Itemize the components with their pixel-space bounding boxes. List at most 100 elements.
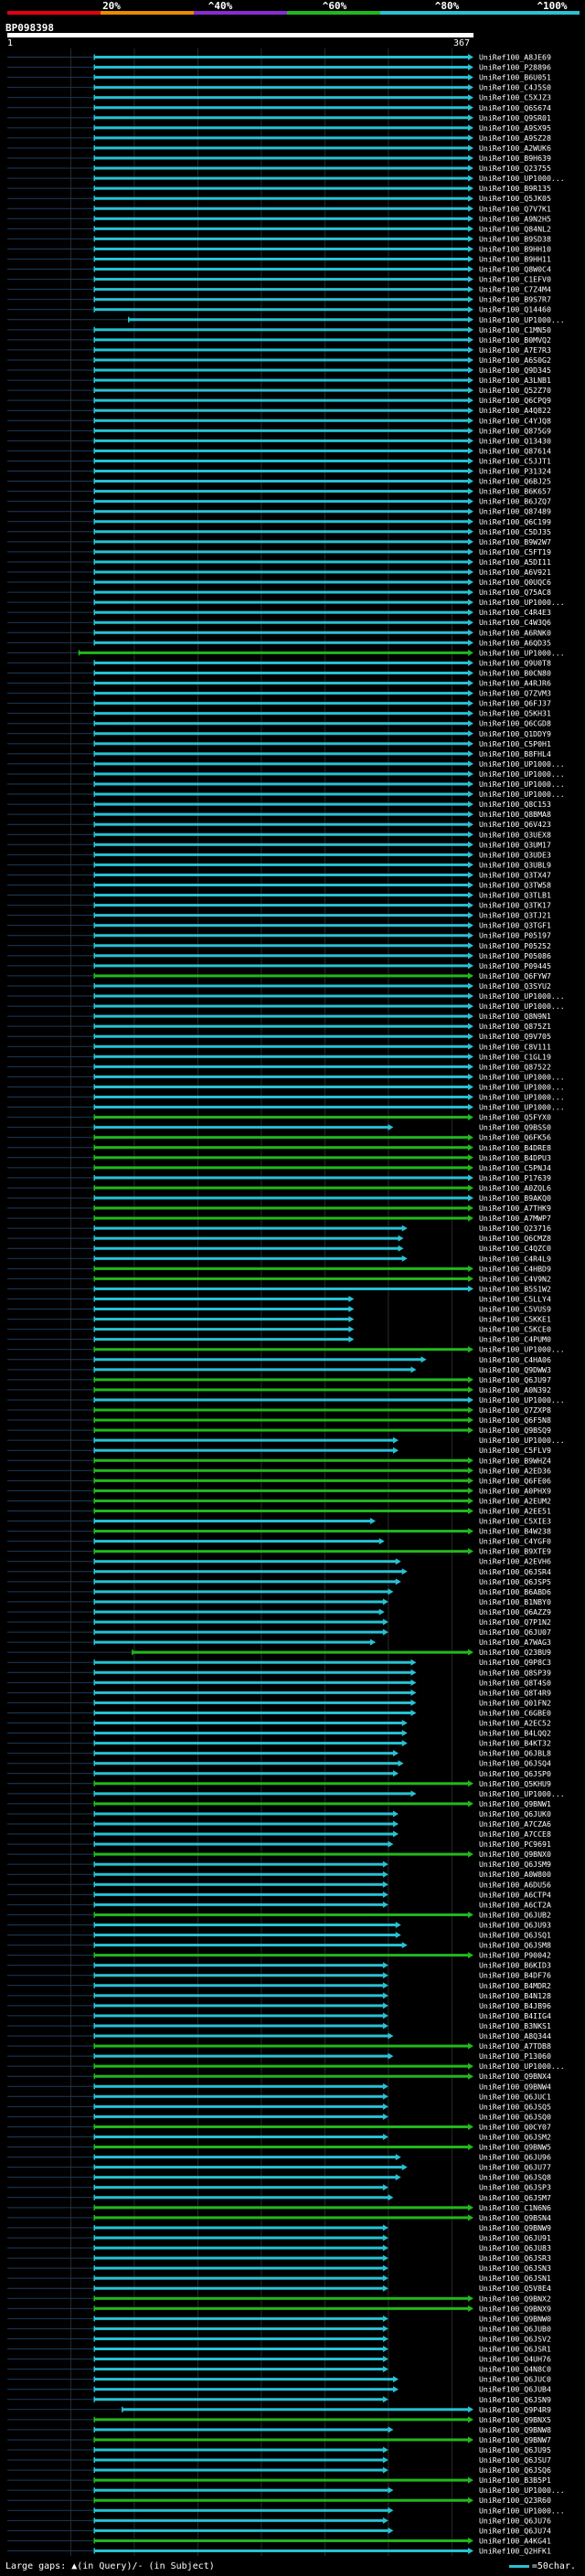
hit-bar[interactable] [93,2478,469,2482]
hit-label[interactable]: UniRef100_Q8C153 [479,800,551,809]
hit-label[interactable]: UniRef100_Q7V7K1 [479,204,551,213]
hit-label[interactable]: UniRef100_Q23R60 [479,2496,551,2505]
hit-label[interactable]: UniRef100_Q6JSQ8 [479,2173,551,2182]
hit-bar[interactable] [93,2196,389,2200]
hit-bar[interactable] [93,1600,384,1604]
hit-label[interactable]: UniRef100_Q9BNW8 [479,2425,551,2434]
hit-bar[interactable] [93,1075,469,1078]
hit-label[interactable]: UniRef100_Q6JSQ4 [479,1759,551,1768]
hit-bar[interactable] [93,924,469,928]
hit-bar[interactable] [93,752,469,756]
hit-label[interactable]: UniRef100_Q5JK05 [479,194,551,203]
hit-label[interactable]: UniRef100_C5LLY4 [479,1294,551,1303]
hit-bar[interactable] [93,2388,395,2391]
hit-label[interactable]: UniRef100_Q8T4S0 [479,1678,551,1687]
hit-bar[interactable] [122,2408,469,2412]
hit-bar[interactable] [93,1216,469,1220]
hit-bar[interactable] [93,2206,469,2210]
hit-label[interactable]: UniRef100_B6JZQ7 [479,497,551,506]
hit-bar[interactable] [93,1196,469,1200]
hit-label[interactable]: UniRef100_Q6JUB2 [479,1910,551,1919]
hit-label[interactable]: UniRef100_A9SX95 [479,123,551,133]
hit-bar[interactable] [93,2226,384,2230]
hit-label[interactable]: UniRef100_B4DPU3 [479,1153,551,1162]
hit-label[interactable]: UniRef100_Q9P8C3 [479,1658,551,1667]
hit-label[interactable]: UniRef100_A2WUK6 [479,143,551,153]
hit-bar[interactable] [93,742,469,746]
hit-label[interactable]: UniRef100_A6S0G2 [479,355,551,365]
hit-bar[interactable] [93,570,469,574]
hit-label[interactable]: UniRef100_UP1000... [479,1072,565,1081]
hit-label[interactable]: UniRef100_Q6FYW7 [479,971,551,981]
hit-bar[interactable] [93,398,469,402]
hit-label[interactable]: UniRef100_Q6JSR3 [479,2253,551,2263]
hit-label[interactable]: UniRef100_B4JB96 [479,2001,551,2010]
hit-label[interactable]: UniRef100_Q9BNW7 [479,2435,551,2444]
hit-bar[interactable] [93,2498,469,2502]
hit-bar[interactable] [93,1126,389,1129]
hit-label[interactable]: UniRef100_Q3TLB1 [479,891,551,900]
hit-label[interactable]: UniRef100_A4RJR6 [479,679,551,688]
hit-bar[interactable] [93,1428,469,1432]
hit-bar[interactable] [93,2156,397,2159]
hit-bar[interactable] [93,843,469,846]
hit-label[interactable]: UniRef100_Q9SR01 [479,113,551,122]
hit-bar[interactable] [93,530,469,534]
hit-label[interactable]: UniRef100_A2EC52 [479,1719,551,1728]
hit-bar[interactable] [78,651,469,654]
hit-label[interactable]: UniRef100_UP1000... [479,779,565,789]
hit-bar[interactable] [93,308,469,312]
hit-bar[interactable] [93,257,469,260]
hit-bar[interactable] [93,1236,399,1240]
hit-label[interactable]: UniRef100_UP1000... [479,648,565,657]
hit-bar[interactable] [93,1842,389,1846]
hit-label[interactable]: UniRef100_Q6JSR4 [479,1567,551,1576]
hit-label[interactable]: UniRef100_Q6F5N8 [479,1415,551,1425]
hit-bar[interactable] [93,671,469,674]
hit-bar[interactable] [93,116,469,120]
hit-bar[interactable] [93,2468,384,2472]
hit-bar[interactable] [93,217,469,220]
hit-bar[interactable] [93,2236,384,2240]
hit-bar[interactable] [93,580,469,584]
hit-bar[interactable] [93,792,469,796]
hit-bar[interactable] [93,1640,371,1644]
hit-bar[interactable] [93,176,469,180]
hit-label[interactable]: UniRef100_Q875G9 [479,426,551,435]
hit-bar[interactable] [93,1530,469,1533]
hit-label[interactable]: UniRef100_Q6C199 [479,517,551,526]
hit-bar[interactable] [93,1256,403,1260]
hit-label[interactable]: UniRef100_UP1000... [479,991,565,1001]
hit-label[interactable]: UniRef100_C4YJQ8 [479,416,551,425]
hit-label[interactable]: UniRef100_A7E7R3 [479,345,551,355]
hit-label[interactable]: UniRef100_Q6JU77 [479,2163,551,2172]
hit-bar[interactable] [93,449,469,452]
hit-bar[interactable] [93,2306,469,2310]
hit-bar[interactable] [93,984,469,988]
hit-bar[interactable] [93,2438,469,2442]
hit-bar[interactable] [93,2256,384,2260]
hit-label[interactable]: UniRef100_Q6BJ25 [479,477,551,486]
hit-bar[interactable] [128,318,469,322]
hit-label[interactable]: UniRef100_Q52Z70 [479,386,551,395]
hit-bar[interactable] [93,2064,469,2068]
hit-label[interactable]: UniRef100_A8Q344 [479,2031,551,2041]
hit-bar[interactable] [93,1903,384,1906]
hit-bar[interactable] [93,1580,397,1584]
hit-label[interactable]: UniRef100_P09445 [479,961,551,970]
hit-bar[interactable] [93,1297,350,1300]
hit-bar[interactable] [93,2296,469,2300]
hit-label[interactable]: UniRef100_Q87522 [479,1062,551,1071]
hit-bar[interactable] [93,156,469,160]
hit-label[interactable]: UniRef100_B9R135 [479,184,551,193]
hit-label[interactable]: UniRef100_C1N6N6 [479,2203,551,2212]
hit-bar[interactable] [93,1206,469,1210]
hit-bar[interactable] [93,1458,469,1462]
hit-bar[interactable] [93,2146,469,2149]
hit-bar[interactable] [93,1660,412,1664]
hit-label[interactable]: UniRef100_Q6S674 [479,103,551,112]
hit-bar[interactable] [93,894,469,897]
hit-bar[interactable] [93,1166,469,1170]
hit-label[interactable]: UniRef100_A6RNK0 [479,628,551,637]
hit-bar[interactable] [93,974,469,978]
